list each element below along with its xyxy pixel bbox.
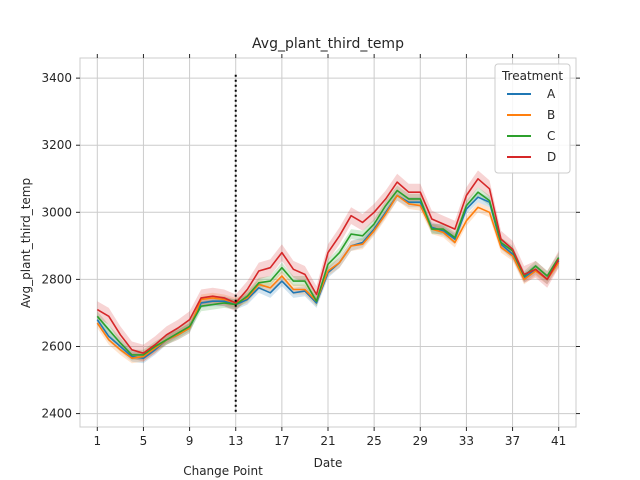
series-B-line: [96, 194, 560, 360]
x-tick-label: 29: [413, 434, 428, 448]
series-D-band: [97, 170, 559, 362]
legend-label-B: B: [547, 108, 555, 122]
ticks: 1 5 9 13 17 21 25 29 33 37 41 2400 2600 2800 3000 3200 3…: [41, 54, 580, 448]
y-tick-label: 3000: [41, 205, 72, 219]
series-C-line: [96, 189, 560, 356]
x-axis-label: Date: [314, 456, 343, 470]
x-tick-label: 9: [186, 434, 194, 448]
series-A-band: [97, 190, 559, 364]
y-tick-label: 2400: [41, 407, 72, 421]
y-axis-label: Avg_plant_third_temp: [19, 178, 33, 308]
y-tick-label: 2800: [41, 272, 72, 286]
series-D-line: [96, 178, 560, 355]
x-tick-label: 41: [551, 434, 566, 448]
legend-label-C: C: [547, 129, 555, 143]
legend-title: Treatment: [501, 69, 563, 83]
legend-label-D: D: [547, 150, 556, 164]
y-tick-label: 3400: [41, 71, 72, 85]
series-B-band: [97, 190, 559, 364]
y-tick-label: 3200: [41, 138, 72, 152]
x-tick-label: 5: [140, 434, 148, 448]
x-tick-label: 17: [274, 434, 289, 448]
x-tick-label: 37: [505, 434, 520, 448]
y-tick-label: 2600: [41, 339, 72, 353]
x-tick-label: 1: [93, 434, 101, 448]
x-tick-label: 21: [320, 434, 335, 448]
series-lines: [96, 178, 560, 360]
x-tick-label: 25: [366, 434, 381, 448]
legend-label-A: A: [547, 87, 556, 101]
legend-frame: [494, 63, 571, 174]
chart-title: Avg_plant_third_temp: [252, 36, 404, 52]
x-tick-label: 33: [459, 434, 474, 448]
change-point-label: Change Point: [183, 464, 263, 478]
x-tick-label: 13: [228, 434, 243, 448]
